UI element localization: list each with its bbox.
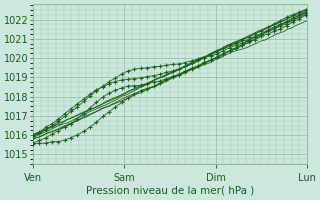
X-axis label: Pression niveau de la mer( hPa ): Pression niveau de la mer( hPa ) (86, 186, 254, 196)
